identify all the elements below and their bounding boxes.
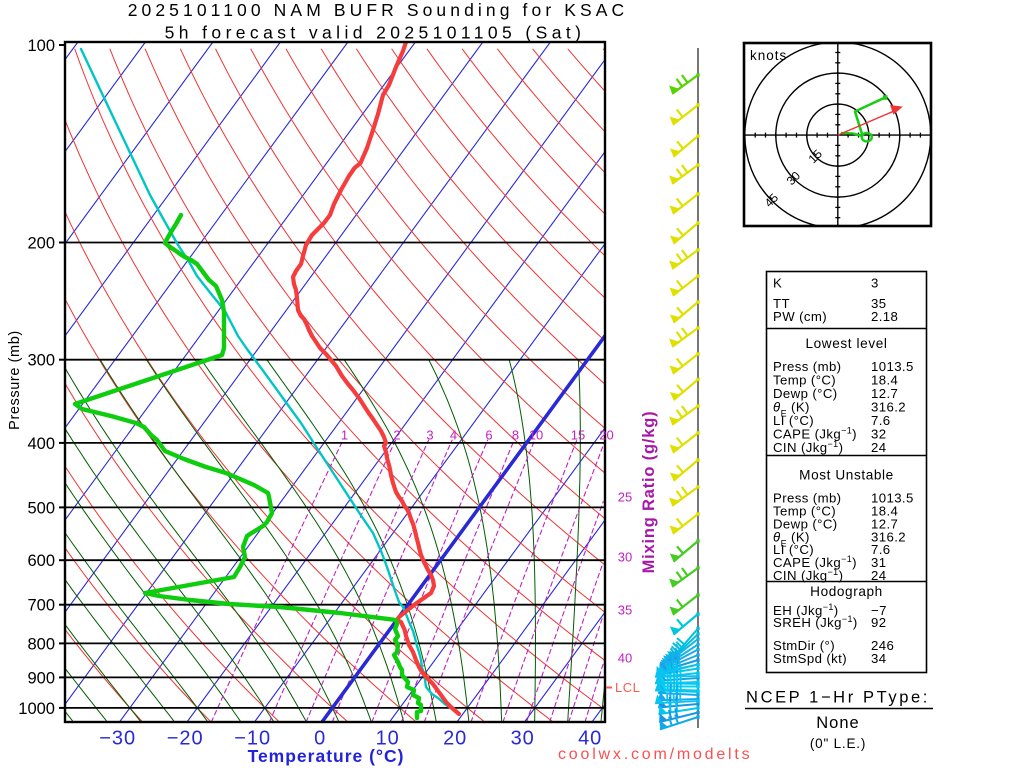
svg-text:1000: 1000 [18,700,55,718]
svg-text:3: 3 [871,276,879,291]
svg-text:500: 500 [27,499,55,517]
svg-text:40: 40 [618,651,632,666]
svg-text:100: 100 [27,37,55,55]
svg-text:3: 3 [426,428,433,443]
svg-text:30: 30 [511,728,535,750]
svg-text:10: 10 [529,428,543,443]
svg-text:Temperature (°C): Temperature (°C) [248,746,405,766]
svg-text:StmSpd (kt): StmSpd (kt) [773,651,847,666]
svg-text:30: 30 [618,550,632,565]
svg-text:24: 24 [871,568,886,583]
svg-text:20: 20 [443,728,467,750]
svg-text:Mixing Ratio (g/kg): Mixing Ratio (g/kg) [640,411,658,574]
svg-text:600: 600 [27,552,55,570]
svg-text:34: 34 [871,651,886,666]
svg-text:20: 20 [599,428,613,443]
svg-text:(0" L.E.): (0" L.E.) [810,736,866,751]
svg-text:15: 15 [571,428,585,443]
svg-text:1: 1 [341,428,348,443]
svg-text:200: 200 [27,234,55,252]
svg-text:NCEP 1−Hr PType:: NCEP 1−Hr PType: [746,689,930,707]
svg-text:coolwx.com/modelts: coolwx.com/modelts [558,746,752,763]
svg-text:Hodograph: Hodograph [810,584,883,599]
svg-text:25: 25 [618,490,632,505]
svg-text:CIN (Jkg−1): CIN (Jkg−1) [773,439,843,455]
svg-text:K: K [773,276,782,291]
svg-text:800: 800 [27,635,55,653]
svg-text:knots: knots [750,48,787,63]
svg-text:5h forecast valid 2025101105 (: 5h forecast valid 2025101105 (Sat) [165,23,586,43]
svg-text:2: 2 [393,428,400,443]
svg-text:LCL: LCL [615,680,640,695]
svg-text:Most Unstable: Most Unstable [799,468,894,483]
svg-text:−20: −20 [167,728,204,750]
svg-text:Lowest level: Lowest level [805,336,887,351]
svg-text:15: 15 [806,147,826,167]
svg-text:CIN (Jkg−1): CIN (Jkg−1) [773,567,843,583]
svg-text:2025101100 NAM BUFR Sounding f: 2025101100 NAM BUFR Sounding for KSAC [128,0,629,20]
svg-text:300: 300 [27,352,55,370]
svg-text:400: 400 [27,435,55,453]
svg-text:35: 35 [618,603,632,618]
svg-text:92: 92 [871,615,886,630]
svg-text:8: 8 [512,428,519,443]
svg-text:24: 24 [871,440,886,455]
svg-text:6: 6 [485,428,492,443]
svg-text:−30: −30 [99,728,136,750]
svg-text:4: 4 [450,428,457,443]
svg-text:SREH (Jkg−1): SREH (Jkg−1) [773,614,858,630]
svg-text:Pressure (mb): Pressure (mb) [7,330,23,430]
svg-text:PW (cm): PW (cm) [773,309,827,324]
svg-text:900: 900 [27,669,55,687]
svg-text:2.18: 2.18 [871,309,898,324]
svg-text:None: None [816,714,859,732]
svg-text:700: 700 [27,597,55,615]
